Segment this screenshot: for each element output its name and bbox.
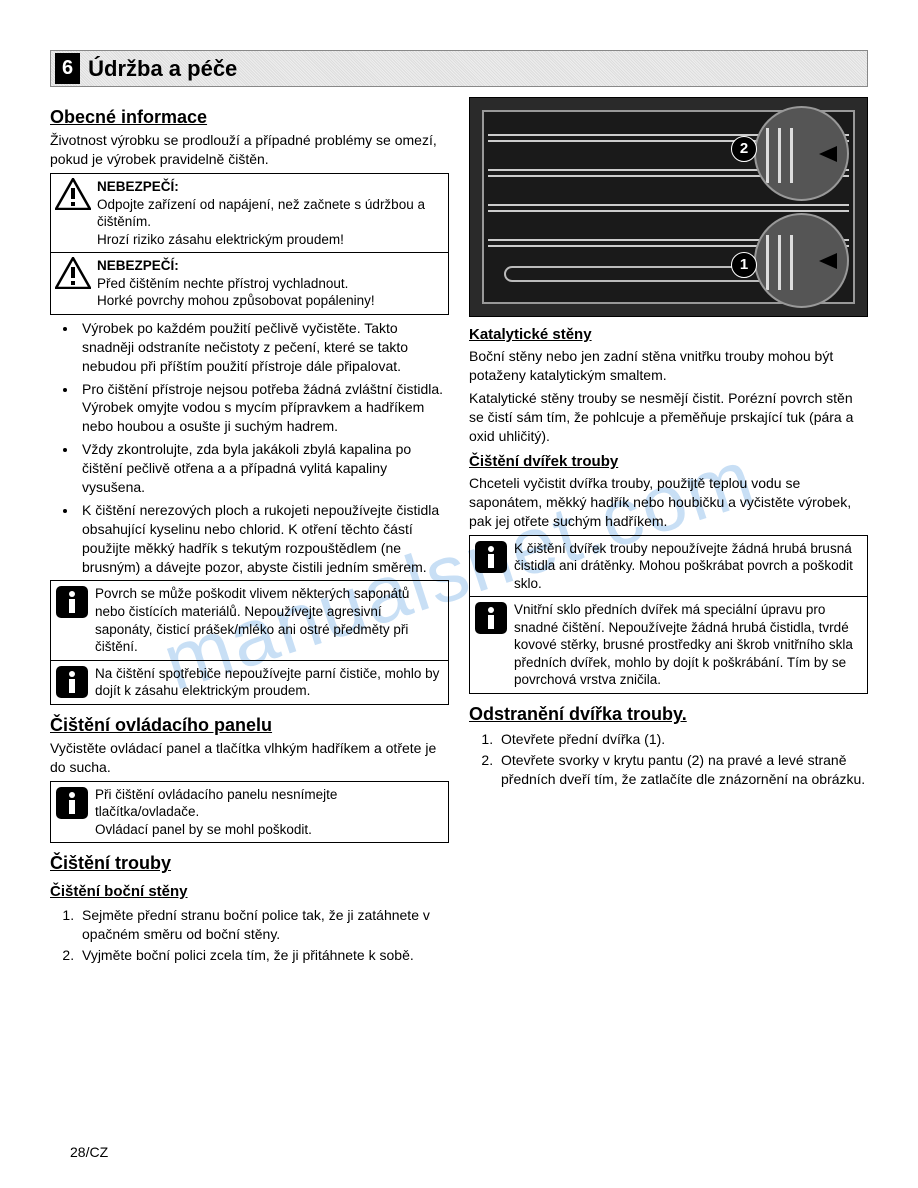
danger-2-label: NEBEZPEČÍ:: [97, 258, 179, 273]
figure-marker-1: 1: [731, 252, 757, 278]
heading-control-panel: Čištění ovládacího panelu: [50, 713, 449, 737]
info-surface-text: Povrch se může poškodit vlivem některých…: [93, 581, 448, 659]
list-item: Vždy zkontrolujte, zda byla jakákoli zby…: [78, 440, 449, 497]
info-panel-line2: Ovládací panel by se mohl poškodit.: [95, 822, 312, 837]
info-box-panel: Při čištění ovládacího panelu nesnímejte…: [50, 781, 449, 844]
list-item: Pro čištění přístroje nejsou potřeba žád…: [78, 380, 449, 437]
danger-2-text: NEBEZPEČÍ: Před čištěním nechte přístroj…: [95, 253, 448, 314]
info-icon: [470, 597, 512, 639]
general-intro-text: Životnost výrobku se prodlouží a případn…: [50, 131, 449, 169]
sidewall-steps: Sejměte přední stranu boční police tak, …: [50, 906, 449, 965]
oven-diagram: 2 1: [469, 97, 868, 317]
two-column-layout: Obecné informace Životnost výrobku se pr…: [50, 97, 868, 969]
figure-marker-2: 2: [731, 136, 757, 162]
info-inner-glass-text: Vnitřní sklo předních dvířek má speciáln…: [512, 597, 867, 693]
heading-door-clean: Čištění dvířek trouby: [469, 452, 868, 472]
info-icon: [51, 661, 93, 703]
heading-door-removal: Odstranění dvířka trouby.: [469, 702, 868, 726]
danger-2-line2: Horké povrchy mohou způsobovat popálenin…: [97, 293, 375, 308]
catalytic-p2: Katalytické stěny trouby se nesmějí čist…: [469, 389, 868, 446]
warning-icon: [51, 174, 95, 214]
warning-icon: [51, 253, 95, 293]
right-column: 2 1 Katalytické stěny Boční stěny nebo j…: [469, 97, 868, 969]
info-steam-text: Na čištění spotřebiče nepoužívejte parní…: [93, 661, 448, 704]
heading-oven-clean: Čištění trouby: [50, 851, 449, 875]
info-box-steam: Na čištění spotřebiče nepoužívejte parní…: [50, 660, 449, 705]
danger-box-1: NEBEZPEČÍ: Odpojte zařízení od napájení,…: [50, 173, 449, 253]
left-column: Obecné informace Životnost výrobku se pr…: [50, 97, 449, 969]
danger-1-line1: Odpojte zařízení od napájení, než začnet…: [97, 197, 425, 230]
danger-2-line1: Před čištěním nechte přístroj vychladnou…: [97, 276, 348, 291]
list-item: K čištění nerezových ploch a rukojeti ne…: [78, 501, 449, 577]
removal-steps: Otevřete přední dvířka (1). Otevřete svo…: [469, 730, 868, 789]
info-door-abrasive-text: K čištění dvířek trouby nepoužívejte žád…: [512, 536, 867, 597]
info-panel-line1: Při čištění ovládacího panelu nesnímejte…: [95, 787, 337, 820]
list-item: Vyjměte boční polici zcela tím, že ji př…: [78, 946, 449, 965]
info-icon: [470, 536, 512, 578]
panel-intro-text: Vyčistěte ovládací panel a tlačítka vlhk…: [50, 739, 449, 777]
danger-1-line2: Hrozí riziko zásahu elektrickým proudem!: [97, 232, 344, 247]
heading-catalytic: Katalytické stěny: [469, 325, 868, 345]
danger-box-2: NEBEZPEČÍ: Před čištěním nechte přístroj…: [50, 252, 449, 315]
list-item: Otevřete přední dvířka (1).: [497, 730, 868, 749]
general-bullet-list: Výrobek po každém použití pečlivě vyčist…: [50, 319, 449, 577]
catalytic-p1: Boční stěny nebo jen zadní stěna vnitřku…: [469, 347, 868, 385]
door-intro-text: Chceteli vyčistit dvířka trouby, použijt…: [469, 474, 868, 531]
info-box-door-abrasive: K čištění dvířek trouby nepoužívejte žád…: [469, 535, 868, 598]
info-box-surface: Povrch se může poškodit vlivem některých…: [50, 580, 449, 660]
list-item: Sejměte přední stranu boční police tak, …: [78, 906, 449, 944]
info-icon: [51, 581, 93, 623]
list-item: Otevřete svorky v krytu pantu (2) na pra…: [497, 751, 868, 789]
info-panel-text: Při čištění ovládacího panelu nesnímejte…: [93, 782, 448, 843]
chapter-title: Údržba a péče: [88, 54, 237, 84]
list-item: Výrobek po každém použití pečlivě vyčist…: [78, 319, 449, 376]
chapter-number: 6: [55, 53, 80, 84]
page-content: 6 Údržba a péče Obecné informace Životno…: [50, 50, 868, 969]
heading-general-info: Obecné informace: [50, 105, 449, 129]
info-icon: [51, 782, 93, 824]
danger-1-label: NEBEZPEČÍ:: [97, 179, 179, 194]
heading-sidewall: Čištění boční stěny: [50, 882, 449, 902]
page-number: 28/CZ: [70, 1143, 108, 1162]
danger-1-text: NEBEZPEČÍ: Odpojte zařízení od napájení,…: [95, 174, 448, 252]
chapter-header: 6 Údržba a péče: [50, 50, 868, 87]
info-box-inner-glass: Vnitřní sklo předních dvířek má speciáln…: [469, 596, 868, 694]
